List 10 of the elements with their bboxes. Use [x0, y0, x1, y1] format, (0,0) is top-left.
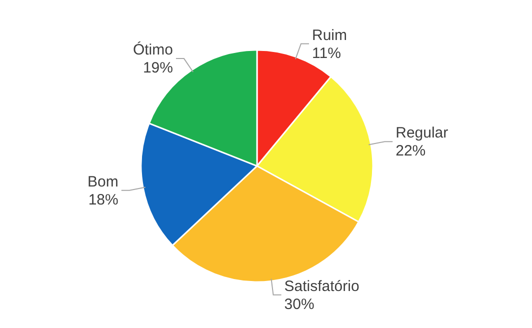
data-label: 18% — [88, 191, 118, 208]
data-label: 19% — [142, 60, 173, 77]
slice-label: Bom — [88, 173, 118, 190]
slice-label: Ótimo — [132, 40, 173, 59]
data-label: 30% — [284, 296, 314, 313]
data-label: 22% — [396, 142, 426, 160]
slice-label: Satisfatório — [284, 278, 360, 295]
slice-label: Regular — [396, 124, 448, 142]
slice-label: Ruim — [312, 26, 348, 44]
data-label: 11% — [312, 44, 341, 62]
